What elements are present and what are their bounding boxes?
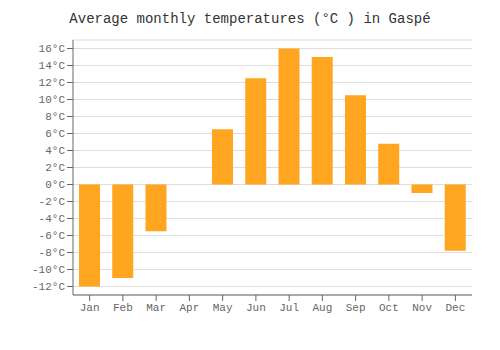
svg-text:0°C: 0°C [45, 179, 65, 191]
svg-text:12°C: 12°C [39, 77, 66, 89]
svg-text:-4°C: -4°C [39, 213, 66, 225]
html-text:Average monthly temperatures (: Average monthly temperatures (°C ) in Ga… [69, 11, 431, 27]
svg-text:Feb: Feb [113, 302, 133, 314]
svg-text:Apr: Apr [179, 302, 199, 314]
svg-text:Sep: Sep [346, 302, 366, 314]
svg-text:Jun: Jun [246, 302, 266, 314]
svg-text:14°C: 14°C [39, 60, 66, 72]
svg-text:-2°C: -2°C [39, 196, 66, 208]
svg-text:10°C: 10°C [39, 94, 66, 106]
svg-text:-10°C: -10°C [32, 264, 65, 276]
svg-text:16°C: 16°C [39, 43, 66, 55]
svg-text:Mar: Mar [146, 302, 166, 314]
svg-text:Oct: Oct [379, 302, 399, 314]
svg-text:6°C: 6°C [45, 128, 65, 140]
svg-text:8°C: 8°C [45, 111, 65, 123]
svg-text:Dec: Dec [445, 302, 465, 314]
svg-text:-6°C: -6°C [39, 230, 66, 242]
svg-text:Jan: Jan [80, 302, 100, 314]
svg-text:Nov: Nov [412, 302, 432, 314]
svg-text:-12°C: -12°C [32, 281, 65, 293]
svg-text:-8°C: -8°C [39, 247, 66, 259]
svg-text:Aug: Aug [312, 302, 332, 314]
svg-text:May: May [213, 302, 233, 314]
svg-text:2°C: 2°C [45, 162, 65, 174]
svg-text:4°C: 4°C [45, 145, 65, 157]
svg-text:Jul: Jul [279, 302, 299, 314]
